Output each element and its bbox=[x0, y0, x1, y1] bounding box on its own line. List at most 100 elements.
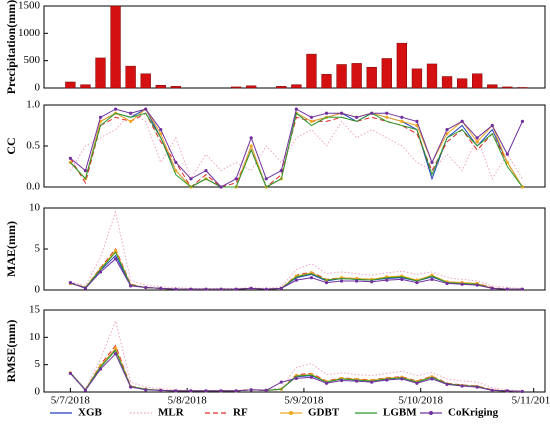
y-axis-label: MAE(mm) bbox=[4, 221, 18, 277]
bar bbox=[381, 58, 392, 89]
bar bbox=[95, 57, 106, 89]
y-tick-label: 5 bbox=[35, 243, 41, 255]
series-marker bbox=[219, 389, 223, 393]
legend-marker bbox=[289, 411, 293, 415]
series-line bbox=[70, 112, 523, 188]
series-marker bbox=[415, 281, 419, 285]
series-marker bbox=[490, 123, 494, 128]
series-marker bbox=[490, 388, 494, 392]
series-marker bbox=[430, 160, 434, 164]
y-tick-label: 5 bbox=[35, 358, 41, 370]
series-marker bbox=[475, 136, 479, 140]
bar bbox=[517, 87, 528, 89]
series-marker bbox=[324, 111, 329, 115]
series-marker bbox=[520, 119, 524, 123]
series-marker bbox=[129, 119, 133, 123]
legend-label: MLR bbox=[158, 407, 185, 419]
series-marker bbox=[385, 115, 389, 119]
series-marker bbox=[355, 279, 359, 283]
x-tick-label: 5/9/2018 bbox=[284, 395, 324, 407]
series-marker bbox=[460, 384, 464, 388]
bar bbox=[155, 85, 166, 89]
series-marker bbox=[204, 389, 208, 393]
series-marker bbox=[174, 389, 178, 393]
series-marker bbox=[339, 279, 344, 283]
bar bbox=[306, 53, 317, 89]
series-marker bbox=[339, 111, 344, 115]
bar bbox=[502, 86, 513, 89]
legend-label: XGB bbox=[78, 407, 103, 419]
bar bbox=[396, 42, 408, 89]
series-marker bbox=[129, 385, 133, 389]
series-marker bbox=[294, 107, 298, 111]
series-marker bbox=[430, 377, 434, 381]
series-marker bbox=[385, 111, 389, 115]
y-tick-label: 1.0 bbox=[26, 99, 40, 111]
series-marker bbox=[355, 379, 359, 383]
bar bbox=[441, 76, 453, 89]
x-tick-label: 5/8/2018 bbox=[168, 395, 208, 407]
series-marker bbox=[249, 136, 253, 140]
series-marker bbox=[234, 389, 238, 393]
x-tick-label: 5/7/2018 bbox=[51, 395, 91, 407]
series-marker bbox=[234, 287, 238, 291]
series-marker bbox=[219, 287, 223, 291]
series-marker bbox=[189, 177, 193, 181]
series-line bbox=[70, 108, 523, 188]
bar bbox=[80, 84, 91, 89]
series-marker bbox=[83, 169, 88, 173]
legend-marker bbox=[429, 411, 433, 415]
series-marker bbox=[339, 378, 344, 383]
y-tick-label: 0 bbox=[35, 386, 41, 398]
series-marker bbox=[324, 381, 329, 385]
plot-frame bbox=[43, 309, 546, 393]
series-marker bbox=[249, 388, 253, 392]
series-marker bbox=[113, 257, 118, 261]
bar bbox=[140, 73, 151, 89]
series-marker bbox=[400, 277, 404, 281]
y-tick-label: 500 bbox=[24, 54, 41, 66]
bar bbox=[230, 86, 242, 89]
series-marker bbox=[249, 286, 253, 290]
series-marker bbox=[113, 352, 118, 356]
series-marker bbox=[415, 381, 419, 385]
series-marker bbox=[400, 115, 404, 119]
series-marker bbox=[505, 152, 509, 156]
series-marker bbox=[68, 371, 72, 376]
series-marker bbox=[370, 380, 374, 384]
series-marker bbox=[189, 389, 193, 393]
series-marker bbox=[520, 389, 524, 394]
y-tick-label: 1500 bbox=[18, 0, 41, 12]
bar bbox=[246, 85, 257, 89]
series-marker bbox=[234, 177, 238, 181]
series-marker bbox=[445, 132, 449, 136]
series-marker bbox=[113, 346, 118, 350]
series-line bbox=[69, 112, 523, 180]
series-marker bbox=[83, 286, 88, 290]
series-marker bbox=[385, 278, 389, 282]
series-marker bbox=[400, 119, 404, 123]
series-line bbox=[70, 108, 523, 188]
series-marker bbox=[144, 285, 148, 290]
series-marker bbox=[520, 287, 524, 291]
bar bbox=[456, 78, 468, 89]
series-marker bbox=[129, 284, 133, 288]
series-marker bbox=[309, 119, 314, 123]
series-marker bbox=[129, 111, 133, 115]
bar bbox=[65, 81, 76, 89]
series-line bbox=[70, 108, 523, 188]
series-line bbox=[70, 210, 523, 289]
series-marker bbox=[204, 169, 208, 173]
series-marker bbox=[505, 287, 509, 291]
series-marker bbox=[159, 128, 163, 132]
series-marker bbox=[370, 280, 374, 284]
bar bbox=[110, 5, 121, 89]
series-marker bbox=[204, 287, 208, 291]
y-tick-label: 0 bbox=[35, 284, 41, 296]
series-marker bbox=[309, 115, 314, 119]
series-marker bbox=[309, 276, 314, 280]
series-marker bbox=[68, 281, 72, 285]
bar bbox=[276, 86, 287, 89]
series-marker bbox=[279, 380, 283, 384]
series-marker bbox=[159, 132, 163, 136]
